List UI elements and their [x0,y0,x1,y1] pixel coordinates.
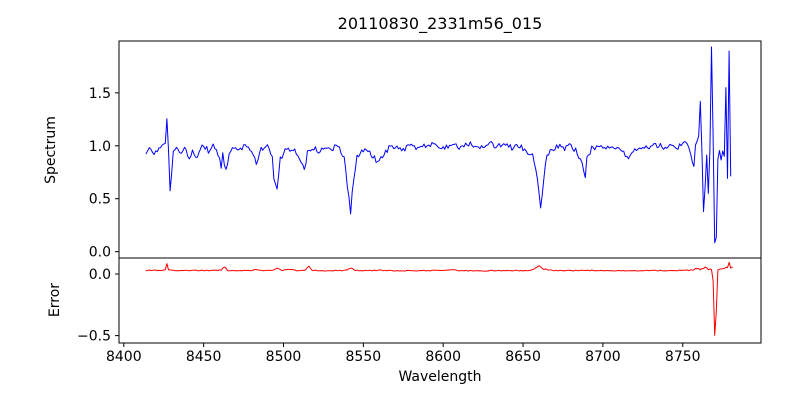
y-axis-label-error: Error [47,283,63,317]
x-tick-label: 8600 [425,349,461,365]
x-axis-label: Wavelength [398,369,481,385]
x-tick-label: 8500 [266,349,302,365]
axes-spines [118,40,762,344]
error-panel-spines [118,257,762,344]
plot-area: 8400 8450 8500 8550 8600 8650 8700 8750 0.0 0.5 1.… [77,46,733,365]
y-tick-label: −0.5 [77,329,111,345]
x-tick-label: 8400 [106,349,142,365]
figure-title: 20110830_2331m56_015 [338,14,543,34]
x-tick-label: 8700 [585,349,621,365]
x-tick-label: 8550 [346,349,382,365]
x-tick-label: 8650 [505,349,541,365]
y-tick-label: 1.5 [89,86,111,102]
y-axis-label-spectrum: Spectrum [43,116,59,184]
x-tick-label: 8750 [665,349,701,365]
spectrum-line [145,46,732,244]
error-line [145,261,733,336]
y-tick-label: 0.5 [89,192,111,208]
x-tick-label: 8450 [186,349,222,365]
y-tick-label: 1.0 [89,139,111,155]
y-tick-label: 0.0 [89,267,111,283]
y-tick-label: 0.0 [89,245,111,261]
